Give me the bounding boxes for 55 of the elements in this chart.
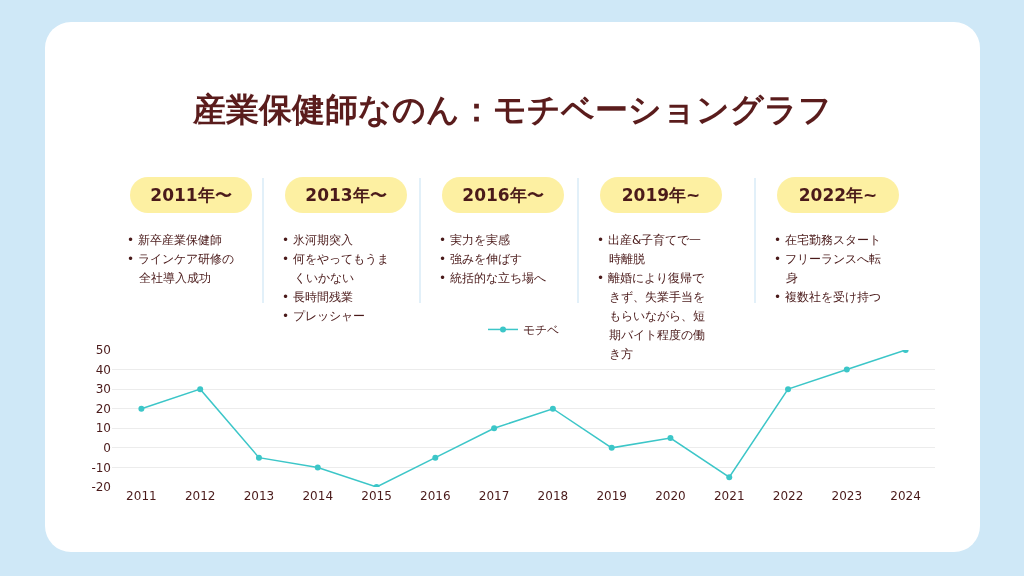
point bbox=[549, 405, 556, 412]
point bbox=[608, 444, 615, 451]
text: • 新卒産業保健師 bbox=[127, 232, 223, 249]
y-tick-label: 20 bbox=[95, 401, 111, 416]
point bbox=[255, 454, 262, 461]
text: 2022年~ bbox=[777, 177, 899, 213]
x-tick-label: 2018 bbox=[537, 489, 569, 503]
point bbox=[726, 474, 733, 481]
text: 2016年〜 bbox=[442, 177, 564, 213]
point bbox=[138, 405, 145, 412]
y-tick-label: 0 bbox=[103, 441, 111, 456]
x-tick-label: 2020 bbox=[655, 489, 686, 503]
text: • 氷河期突入 bbox=[282, 232, 354, 249]
y-tick-label: 30 bbox=[95, 382, 111, 397]
x-tick-label: 2011 bbox=[126, 489, 157, 503]
x-tick-label: 2017 bbox=[478, 489, 510, 503]
y-tick-label: 50 bbox=[95, 343, 111, 358]
point bbox=[491, 425, 498, 432]
x-tick-label: 2024 bbox=[890, 489, 921, 503]
y-tick-label: 40 bbox=[95, 362, 111, 377]
text: • フリーランスへ転身 bbox=[774, 251, 882, 287]
point bbox=[667, 435, 674, 442]
y-tick-label: 10 bbox=[95, 421, 111, 436]
point bbox=[314, 464, 321, 471]
x-tick-label: 2023 bbox=[831, 489, 863, 503]
point bbox=[785, 386, 792, 393]
text: • 出産&子育てで一時離脱 bbox=[597, 232, 703, 268]
annotation: • 離婚により復帰できず、失業手当をもらいながら、短期バイト程度の働き方 bbox=[597, 270, 706, 363]
text: • 実力を実感 bbox=[439, 232, 511, 249]
point bbox=[432, 454, 439, 461]
x-tick-label: 2012 bbox=[184, 489, 216, 503]
x-tick-label: 2014 bbox=[302, 489, 334, 503]
text: 2019年~ bbox=[600, 177, 722, 213]
x-tick-label: 2021 bbox=[713, 489, 745, 503]
text: • 長時間残業 bbox=[282, 289, 354, 306]
text: 2011年〜 bbox=[130, 177, 252, 213]
text: • 在宅勤務スタート bbox=[774, 232, 882, 249]
legend-label: モチベ bbox=[523, 323, 559, 338]
x-tick-label: 2019 bbox=[596, 489, 627, 503]
text: • 複数社を受け持つ bbox=[774, 289, 882, 306]
text: • プレッシャー bbox=[282, 308, 366, 325]
chart-title: 産業保健師なのん：モチベーショングラフ bbox=[192, 89, 833, 131]
point bbox=[197, 386, 204, 393]
y-tick-label: -10 bbox=[91, 460, 111, 475]
text: 2013年〜 bbox=[285, 177, 407, 213]
text: • ラインケア研修の全社導入成功 bbox=[127, 251, 235, 287]
y-tick-label: -20 bbox=[91, 480, 111, 495]
x-tick-label: 2022 bbox=[772, 489, 804, 503]
text: • 統括的な立ち場へ bbox=[439, 270, 547, 287]
x-tick-label: 2015 bbox=[361, 489, 392, 503]
point bbox=[843, 366, 850, 373]
text: • 強みを伸ばす bbox=[439, 251, 523, 268]
x-tick-label: 2016 bbox=[420, 489, 451, 503]
x-tick-label: 2013 bbox=[243, 489, 275, 503]
text: • 何をやってもうまくいかない bbox=[282, 251, 390, 287]
